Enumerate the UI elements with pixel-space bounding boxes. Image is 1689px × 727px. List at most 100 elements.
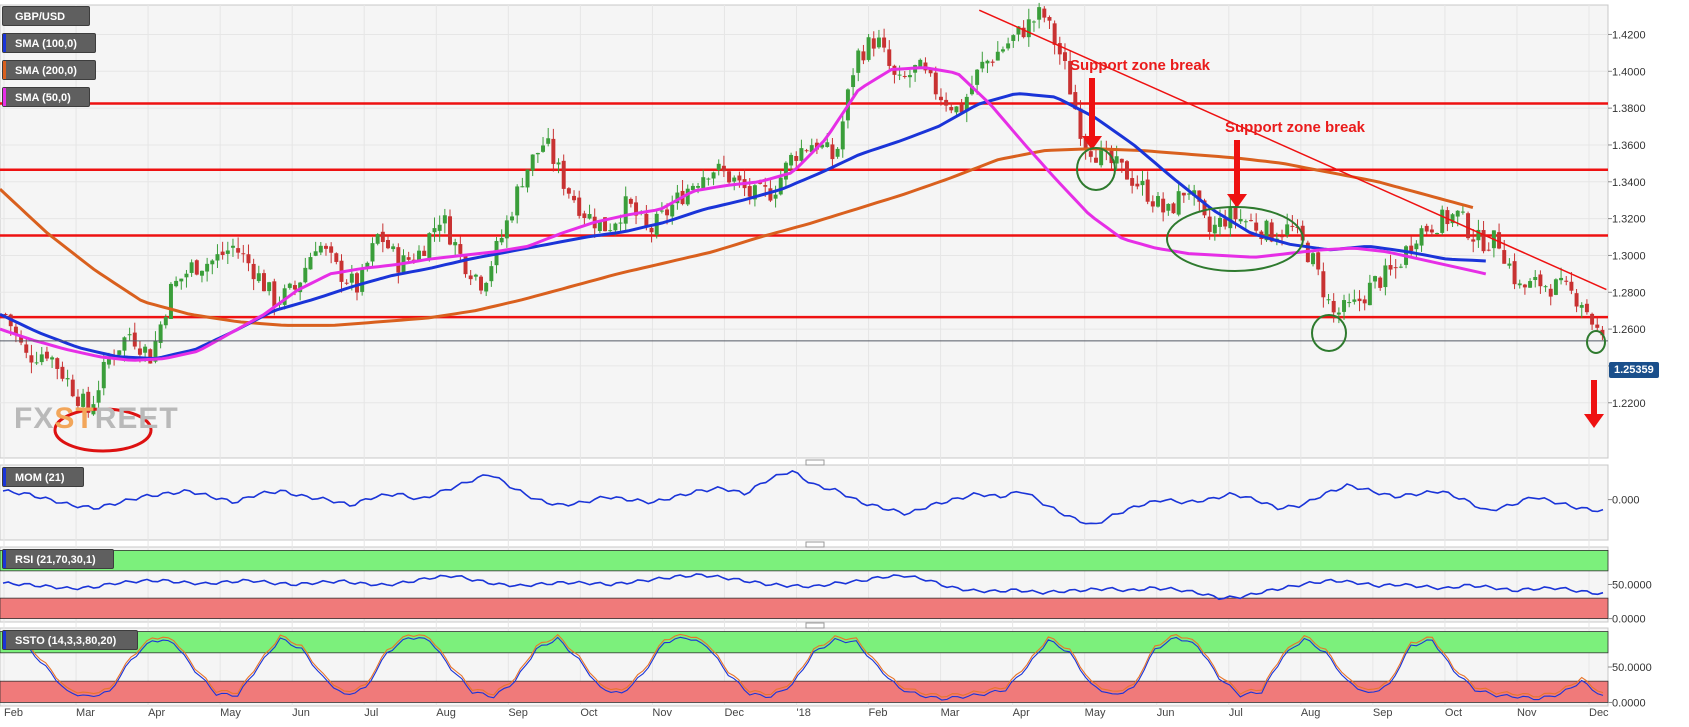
candle-body [1280, 236, 1284, 238]
candle-body [122, 337, 127, 351]
candle-body [1553, 279, 1558, 295]
candle-body [199, 270, 204, 276]
candle-body [737, 175, 742, 181]
candle-body [132, 332, 137, 347]
candle-body [1476, 229, 1481, 241]
candle-body [313, 251, 318, 256]
x-tick-label: Mar [76, 707, 95, 719]
candle-body [324, 245, 328, 249]
candle-body [1548, 288, 1553, 297]
candle-body [1579, 305, 1584, 308]
candle-body [1269, 222, 1274, 242]
candle-body [597, 219, 602, 231]
candle-body [1409, 245, 1414, 252]
candle-body [794, 155, 799, 161]
x-tick-label: Feb [869, 707, 888, 719]
candle-body [510, 216, 515, 221]
legend-rsi[interactable]: RSI (21,70,30,1) [2, 549, 114, 569]
candle-body [933, 72, 938, 95]
x-tick-label: May [220, 707, 241, 719]
candle-body [1517, 283, 1522, 286]
candle-body [535, 152, 540, 155]
candle-body [3, 314, 8, 316]
candle-body [39, 354, 44, 363]
candle-body [417, 250, 421, 261]
candle-body [19, 335, 24, 343]
candle-body [799, 148, 804, 161]
candle-body [241, 253, 246, 255]
fxstreet-logo: FXSTREET [14, 402, 179, 435]
candle-body [1424, 225, 1429, 232]
candle-body [1445, 210, 1450, 225]
legend-sma-50[interactable]: SMA (50,0) [2, 87, 90, 107]
x-tick-label: Jul [364, 707, 378, 719]
symbol-label: GBP/USD [15, 11, 66, 23]
candle-body [137, 348, 142, 355]
x-tick-label: Dec [1589, 707, 1609, 719]
candle-body [1435, 232, 1440, 235]
legend-sma-100[interactable]: SMA (100,0) [2, 33, 96, 53]
candle-body [489, 266, 494, 282]
candle-body [432, 228, 437, 233]
indicator-tick-label: 50.0000 [1612, 662, 1652, 674]
candle-body [370, 243, 375, 262]
candle-body [1367, 282, 1372, 306]
price-tick-label: 1.3000 [1612, 250, 1646, 262]
candle-body [210, 260, 215, 265]
legend-symbol[interactable]: GBP/USD [2, 6, 90, 26]
x-tick-label: Nov [1517, 707, 1537, 719]
candle-body [778, 177, 783, 195]
candle-body [349, 273, 354, 283]
legend-mom[interactable]: MOM (21) [2, 467, 84, 487]
candle-body [422, 250, 427, 257]
candle-body [1156, 196, 1160, 207]
candle-body [360, 267, 365, 292]
x-tick-label: Jun [292, 707, 310, 719]
legend-sma-200[interactable]: SMA (200,0) [2, 60, 96, 80]
candle-body [882, 37, 887, 48]
candle-body [541, 145, 546, 152]
candle-body [1202, 200, 1207, 216]
candle-body [1238, 219, 1243, 222]
panel-splitter-grip-2 [805, 622, 825, 629]
current-price-tag: 1.25359 [1609, 362, 1659, 378]
candle-body [1362, 299, 1367, 304]
candle-body [1093, 157, 1098, 163]
indicator-tick-label: 0.0000 [1612, 697, 1646, 709]
candle-body [902, 75, 907, 77]
candle-body [897, 74, 902, 76]
candle-body [752, 185, 757, 200]
candle-body [1584, 303, 1589, 313]
candle-body [1192, 190, 1197, 196]
legend-ssto[interactable]: SSTO (14,3,3,80,20) [2, 630, 138, 650]
downtrend-line [978, 9, 1607, 291]
candle-body [866, 37, 871, 60]
candle-body [1378, 277, 1383, 288]
highlight-ellipse-4 [1586, 330, 1606, 354]
candle-body [1243, 221, 1248, 223]
price-tick-label: 1.3200 [1612, 214, 1646, 226]
candle-body [458, 244, 463, 254]
candle-body [1569, 281, 1574, 291]
candle-body [236, 248, 241, 253]
indicator-line-1 [2, 573, 1604, 601]
candle-body [980, 61, 985, 69]
candle-body [24, 344, 29, 353]
candle-body [871, 38, 876, 49]
candle-body [189, 262, 194, 273]
x-tick-label: Aug [1301, 707, 1321, 719]
candle-body [1078, 108, 1083, 139]
candle-body [711, 172, 716, 179]
candle-body [375, 234, 380, 244]
candle-body [1264, 220, 1269, 241]
candle-body [907, 75, 912, 78]
candle-body [546, 138, 551, 144]
candle-body [1590, 313, 1595, 325]
candle-body [334, 253, 339, 262]
candle-body [1316, 252, 1321, 270]
candle-body [96, 390, 101, 403]
candle-body [727, 171, 732, 183]
candle-body [701, 177, 706, 189]
x-tick-label: Nov [652, 707, 672, 719]
